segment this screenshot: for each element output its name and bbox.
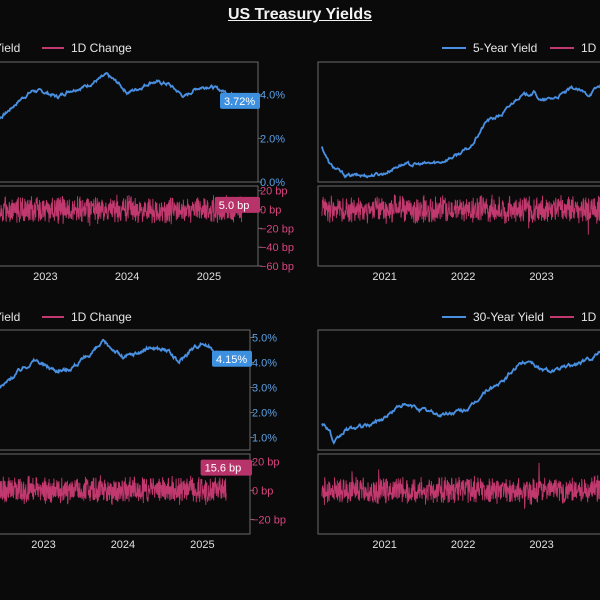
yield-last-badge <box>220 92 260 109</box>
yield-series-line <box>0 338 227 390</box>
yield-tick-label: 3.0% <box>252 383 277 395</box>
legend: Yield 1D Change <box>0 310 132 324</box>
change-last-value: 5.0 bp <box>219 200 250 212</box>
change-tick-label: −60 bp <box>260 261 294 273</box>
legend-label-change: 1D Change <box>71 41 132 55</box>
x-tick-label: 2024 <box>115 271 139 283</box>
change-last-badge <box>214 196 260 213</box>
x-tick-label: 2022 <box>451 539 475 551</box>
yield-plot-frame <box>317 61 600 183</box>
x-tick-label: 2021 <box>372 271 396 283</box>
legend: 30-Year Yield 1D <box>442 310 597 324</box>
panel-bottom-right: 2021 2022 2023 30-Year Yield 1D <box>317 310 600 551</box>
legend-label-change: 1D <box>581 310 597 324</box>
x-tick-label: 2023 <box>529 539 553 551</box>
change-last-value: 15.6 bp <box>205 463 242 475</box>
x-tick-label: 2023 <box>33 271 57 283</box>
legend: Yield 1D Change <box>0 41 132 55</box>
yield-tick-label: 1.0% <box>252 433 277 445</box>
change-tick-label: −20 bp <box>260 223 294 235</box>
legend-label-yield: Yield <box>0 310 20 324</box>
change-tick-label: −40 bp <box>260 242 294 254</box>
yield-last-value: 3.72% <box>224 96 255 108</box>
legend-label-yield: 5-Year Yield <box>473 41 537 55</box>
change-tick-label: 20 bp <box>252 456 280 468</box>
change-tick-label: 20 bp <box>260 186 288 198</box>
change-tick-label: −20 bp <box>252 514 286 526</box>
yield-last-value: 4.15% <box>216 354 247 366</box>
x-tick-label: 2022 <box>451 271 475 283</box>
yield-tick-label: 5.0% <box>252 333 277 345</box>
x-tick-label: 2024 <box>111 539 135 551</box>
panel-bottom-left: 2023 2024 2025 5.0% 4.0% 3.0% 2.0% 1.0% 20 bp 0 b… <box>0 310 286 551</box>
yield-last-badge <box>212 350 252 367</box>
yield-series-line <box>0 71 243 120</box>
yield-tick-label: 2.0% <box>260 133 285 145</box>
yield-plot-frame <box>317 329 600 451</box>
x-tick-label: 2023 <box>31 539 55 551</box>
change-series-line <box>321 462 600 509</box>
yield-plot-frame <box>0 61 259 183</box>
legend-label-change: 1D Change <box>71 310 132 324</box>
legend-label-yield: Yield <box>0 41 20 55</box>
yield-tick-label: 4.0% <box>260 90 285 102</box>
legend: 5-Year Yield 1D <box>442 41 597 55</box>
yield-series-line <box>321 83 600 179</box>
change-series-line <box>321 194 600 235</box>
change-plot-frame <box>0 185 259 267</box>
yield-tick-label: 4.0% <box>252 358 277 370</box>
panel-top-right: 2021 2022 2023 5-Year Yield 1D <box>317 41 600 283</box>
x-tick-label: 2025 <box>197 271 221 283</box>
x-tick-label: 2023 <box>529 271 553 283</box>
yield-series-line <box>321 350 600 445</box>
panel-top-left: 2023 2024 2025 4.0% 2.0% 0.0%20 bp 0 bp −20 bp −… <box>0 41 294 283</box>
legend-label-yield: 30-Year Yield <box>473 310 544 324</box>
change-tick-label: 0 bp <box>252 485 273 497</box>
change-plot-frame <box>0 453 251 535</box>
yield-tick-label: 0.0% <box>260 177 285 189</box>
x-tick-label: 2021 <box>372 539 396 551</box>
chart-title: US Treasury Yields <box>227 6 373 23</box>
yield-plot-frame <box>0 329 251 451</box>
legend-label-change: 1D <box>581 41 597 55</box>
change-series-line <box>0 475 227 506</box>
change-series-line <box>0 194 243 226</box>
change-tick-label: 0 bp <box>260 205 281 217</box>
change-plot-frame <box>317 453 600 535</box>
change-plot-frame <box>317 185 600 267</box>
yield-tick-label: 2.0% <box>252 408 277 420</box>
change-last-badge <box>200 459 252 476</box>
x-tick-label: 2025 <box>190 539 214 551</box>
